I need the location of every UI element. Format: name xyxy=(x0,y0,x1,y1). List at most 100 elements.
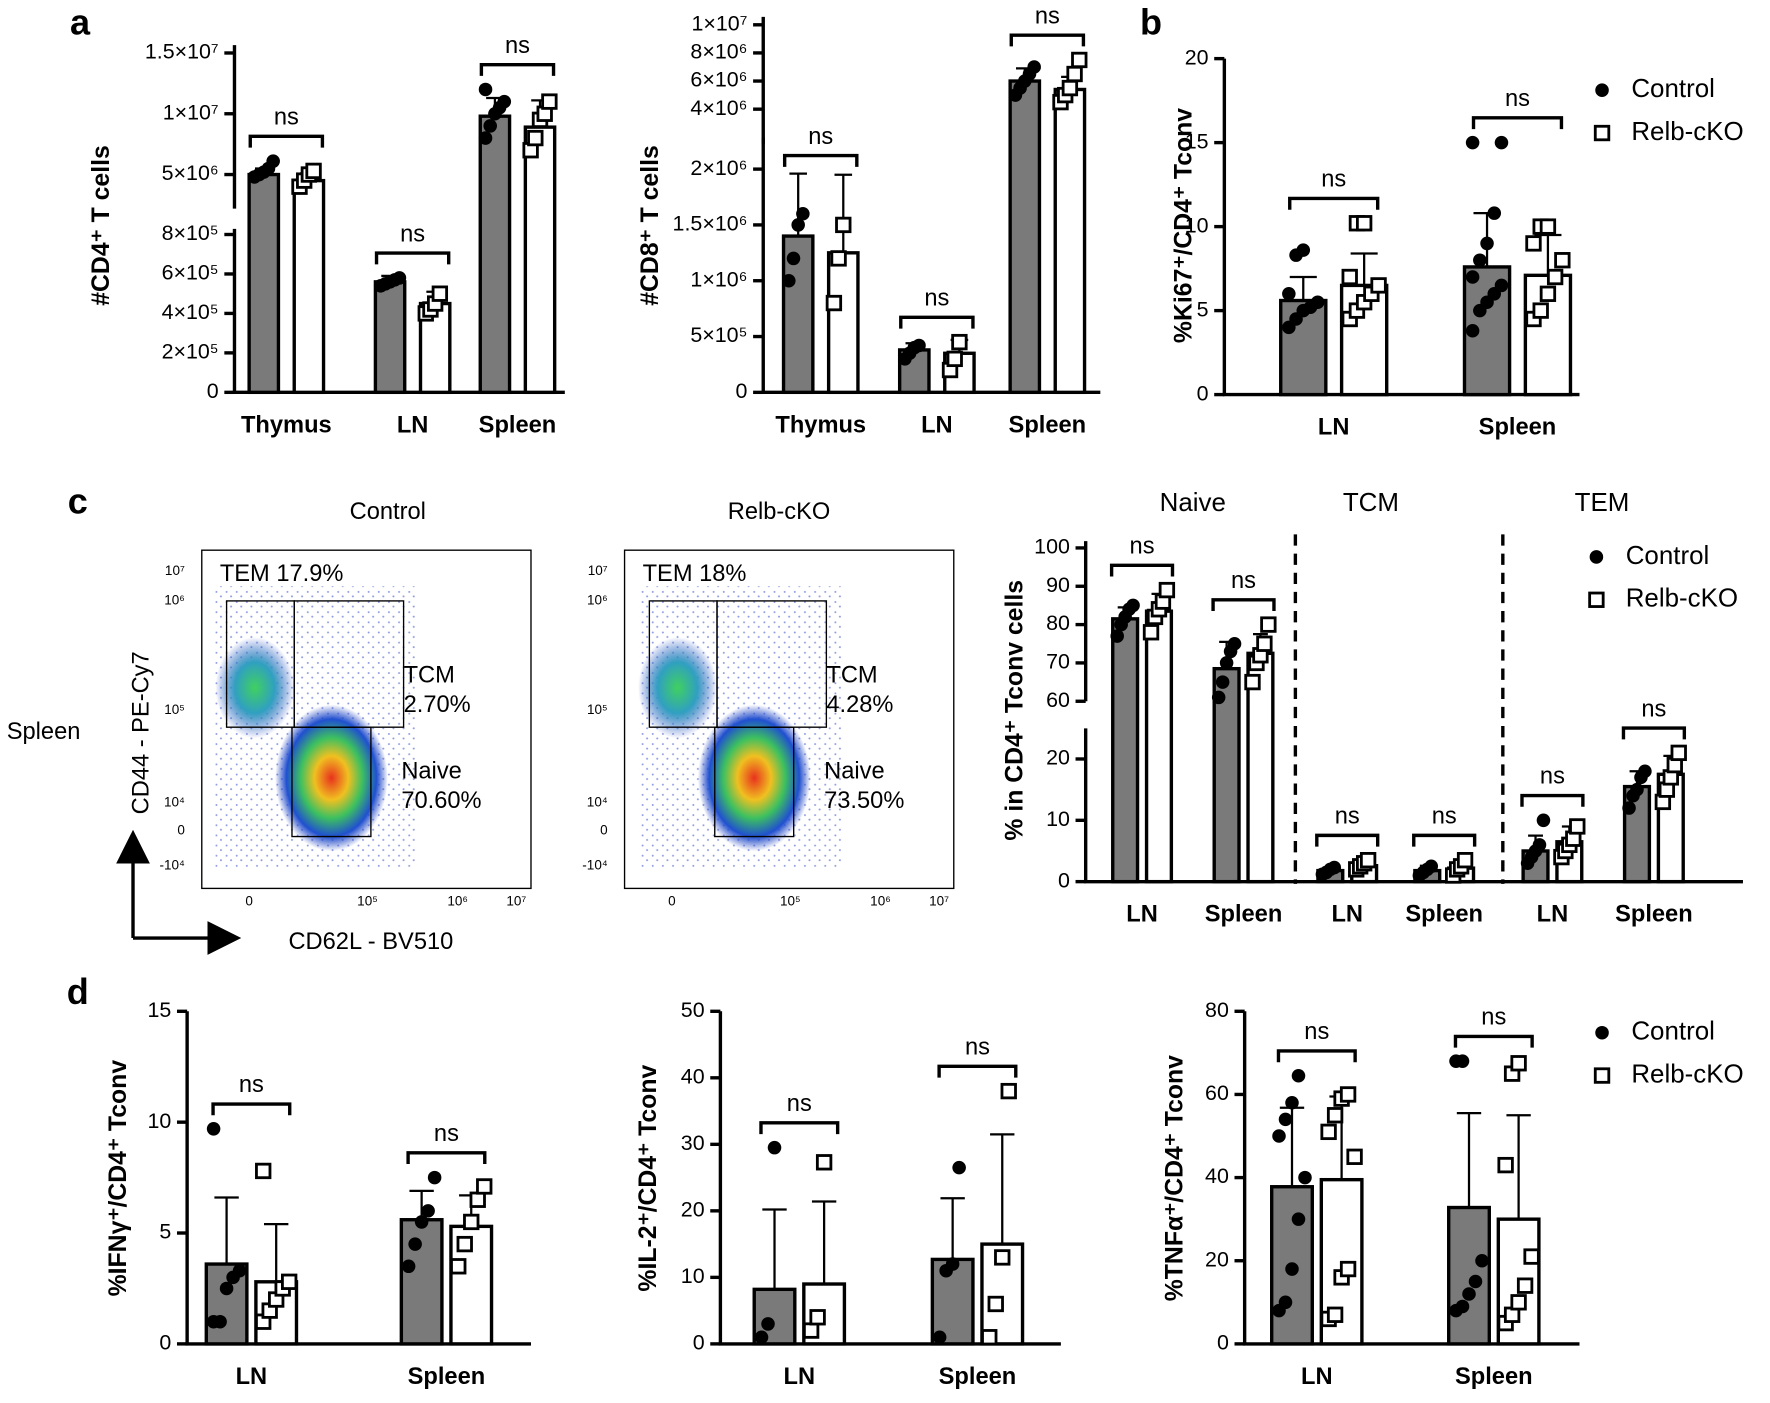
error-bar xyxy=(762,1208,787,1290)
significance-label: ns xyxy=(1432,804,1457,830)
x-tick-label: Spleen xyxy=(1455,1364,1533,1390)
significance-label: ns xyxy=(1304,1019,1329,1045)
significance-bracket xyxy=(759,1121,840,1135)
significance-label: ns xyxy=(1035,3,1060,29)
events xyxy=(275,704,388,852)
y-tick-label: 1×10⁶ xyxy=(690,267,747,291)
y-tick-label: 60 xyxy=(1046,688,1070,712)
y-tick-label: 2×10⁶ xyxy=(690,156,747,180)
y-tick-label: 50 xyxy=(681,998,705,1022)
y-tick-label: 10⁷ xyxy=(165,563,185,578)
error-bar xyxy=(1350,252,1378,286)
data-point xyxy=(478,131,493,145)
significance-bracket xyxy=(1471,116,1564,130)
data-point xyxy=(1468,1274,1483,1289)
row-label: Spleen xyxy=(7,719,81,745)
y-tick-label: 70 xyxy=(1046,650,1070,674)
data-point xyxy=(1341,268,1358,286)
x-tick-label: LN xyxy=(1318,415,1350,441)
gate-label: 70.60% xyxy=(401,788,481,814)
significance-label: ns xyxy=(1505,86,1530,112)
y-axis-label: %IFNγ⁺/CD4⁺ Tconv xyxy=(105,1060,132,1297)
data-point xyxy=(1494,278,1509,293)
gate-label: TCM xyxy=(404,663,455,689)
y-tick-label: 0 xyxy=(1197,381,1209,405)
significance-label: ns xyxy=(274,105,299,131)
gate xyxy=(291,726,372,838)
y-axis-label: %TNFα⁺/CD4⁺ Tconv xyxy=(1161,1055,1188,1301)
bar xyxy=(523,125,557,395)
y-tick-label: 1.5×10⁷ xyxy=(145,40,219,64)
data-point xyxy=(1516,1277,1534,1294)
group-title: Naive xyxy=(1160,489,1226,517)
x-tick-label: Spleen xyxy=(1479,415,1557,441)
x-tick-label: Thymus xyxy=(241,412,332,438)
events xyxy=(697,704,811,852)
x-tick-label: Spleen xyxy=(1009,412,1087,438)
data-point xyxy=(1142,624,1160,641)
significance-bracket xyxy=(1412,833,1477,847)
significance-bracket xyxy=(1288,196,1380,210)
y-tick-label: 4×10⁵ xyxy=(162,300,219,324)
data-point xyxy=(1126,598,1140,613)
significance-label: ns xyxy=(400,221,425,247)
data-point xyxy=(469,1191,486,1208)
significance-label: ns xyxy=(1231,568,1256,594)
data-point xyxy=(1554,252,1571,269)
data-point xyxy=(414,1215,429,1229)
y-tick-label: 6×10⁵ xyxy=(162,261,219,285)
x-tick-label: 0 xyxy=(245,894,253,909)
data-point xyxy=(1465,270,1480,284)
y-tick-label: 10⁶ xyxy=(164,592,185,607)
data-point xyxy=(830,250,847,267)
x-tick-label: Spleen xyxy=(1405,902,1483,928)
y-tick-label: -10⁴ xyxy=(160,857,186,872)
data-point xyxy=(450,1258,467,1275)
x-tick-label: LN xyxy=(921,412,953,438)
significance-label: ns xyxy=(808,124,833,150)
bar xyxy=(373,280,407,395)
panel-label: b xyxy=(1140,1,1162,42)
y-tick-label: 90 xyxy=(1046,573,1070,597)
data-point xyxy=(1536,813,1551,828)
x-tick-label: LN xyxy=(1126,902,1158,928)
legend-marker xyxy=(1589,550,1604,564)
y-tick-label: 30 xyxy=(681,1131,705,1155)
x-tick-label: LN xyxy=(1301,1364,1333,1390)
legend-marker xyxy=(1593,124,1611,142)
y-axis-label: % in CD4⁺ Tconv cells xyxy=(1001,580,1028,841)
data-point xyxy=(1480,236,1494,251)
significance-label: ns xyxy=(1641,696,1666,722)
significance-label: ns xyxy=(924,286,949,312)
data-point xyxy=(932,1330,947,1344)
y-tick-label: 80 xyxy=(1046,611,1070,635)
bar xyxy=(1008,79,1042,395)
bar xyxy=(826,251,860,395)
significance-bracket xyxy=(1520,793,1585,807)
data-point xyxy=(213,1314,227,1329)
data-point xyxy=(1630,782,1644,797)
data-point xyxy=(1000,1082,1017,1100)
y-tick-label: 10⁵ xyxy=(587,702,608,717)
data-point xyxy=(1456,852,1474,869)
significance-bracket xyxy=(406,1151,487,1165)
data-point xyxy=(1475,1253,1489,1268)
data-point xyxy=(1638,764,1652,779)
data-point xyxy=(1539,285,1557,302)
data-point xyxy=(1327,860,1342,875)
data-point xyxy=(815,1154,833,1171)
y-axis-label: %Ki67⁺/CD4⁺ Tconv xyxy=(1170,108,1197,343)
x-tick-label: 10⁶ xyxy=(870,894,891,909)
data-point xyxy=(483,119,497,133)
x-tick-label: Thymus xyxy=(775,412,866,438)
x-tick-label: LN xyxy=(236,1364,268,1390)
data-point xyxy=(1215,675,1230,689)
y-tick-label: 5 xyxy=(1197,297,1209,321)
x-tick-label: 10⁵ xyxy=(780,894,801,909)
x-tick-label: 10⁷ xyxy=(506,894,526,909)
legend-marker xyxy=(1595,1025,1609,1040)
data-point xyxy=(1670,744,1687,762)
data-point xyxy=(232,1263,247,1278)
significance-bracket xyxy=(211,1102,292,1116)
gate-label: TEM 17.9% xyxy=(220,561,344,587)
